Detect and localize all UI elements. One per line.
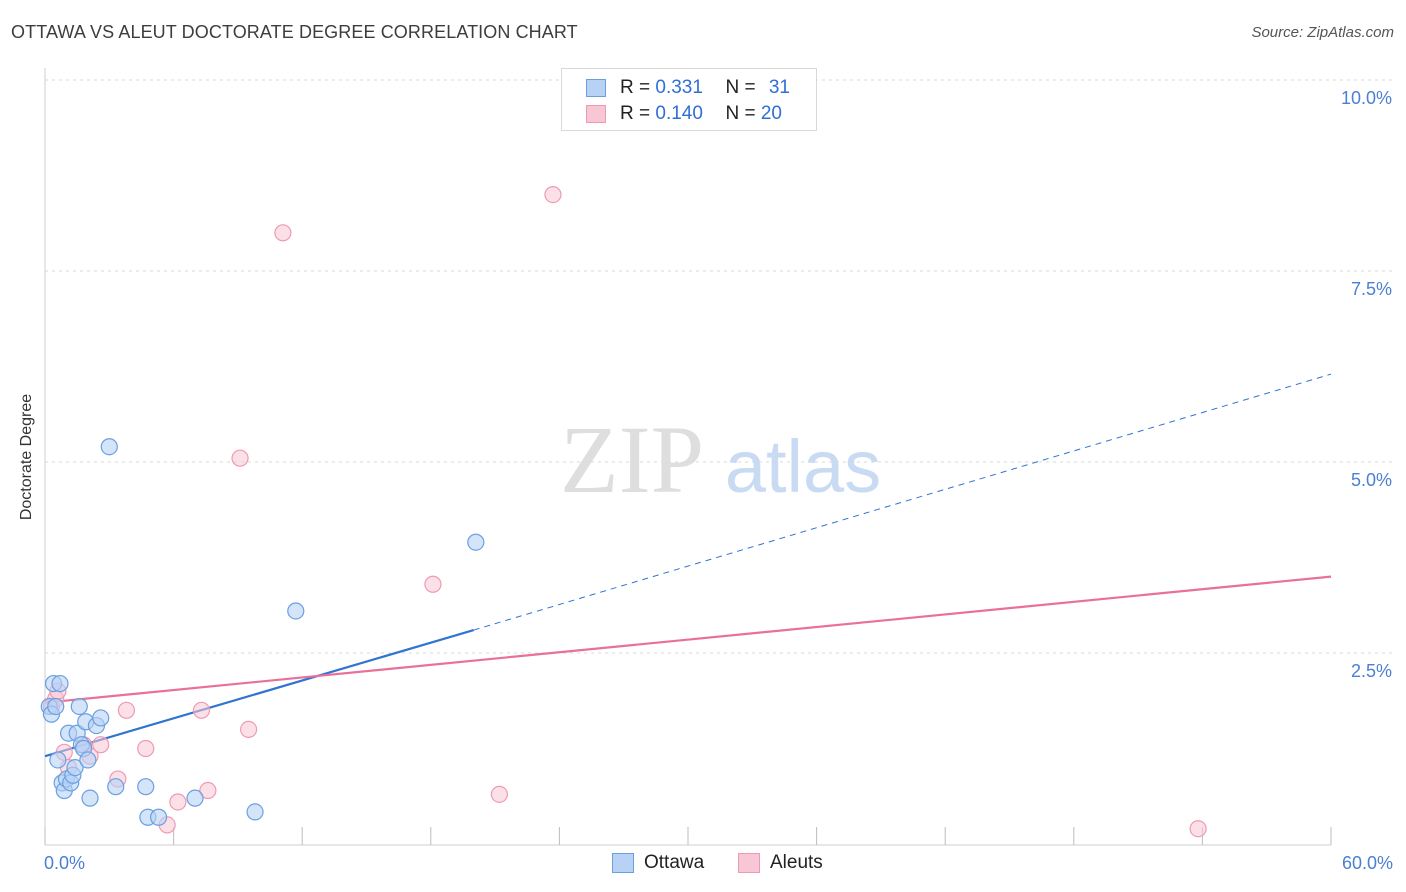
aleuts-point: [1189, 820, 1207, 838]
trend-lines: [44, 373, 1332, 758]
aleuts-n-label: N =: [725, 103, 761, 124]
ottawa-trend-line: [44, 629, 474, 758]
ottawa-point: [246, 803, 264, 821]
aleuts-point: [192, 701, 211, 719]
aleuts-n-value: 20: [760, 103, 782, 124]
aleuts-swatch: [586, 105, 606, 123]
source-label: Source: ZipAtlas.com: [1251, 24, 1394, 41]
aleuts-r-value: 0.140: [655, 103, 703, 124]
ottawa-point: [47, 697, 65, 716]
ottawa-point: [149, 808, 168, 826]
ottawa-r-value: 0.331: [655, 77, 703, 98]
aleuts-legend-swatch: [738, 853, 760, 873]
ottawa-point: [81, 789, 99, 807]
ottawa-point: [107, 778, 125, 796]
ottawa-point: [49, 751, 67, 769]
data-points: [40, 186, 1207, 838]
watermark-zip: ZIP: [560, 406, 704, 513]
watermark: ZIP atlas: [560, 406, 881, 513]
y-tick-label: 7.5%: [1351, 279, 1392, 299]
aleuts-point: [231, 449, 249, 467]
aleuts-point: [137, 739, 155, 758]
aleuts-point: [274, 224, 292, 242]
ottawa-point: [100, 438, 118, 456]
aleuts-legend-label: Aleuts: [770, 852, 823, 873]
stats-legend: R = 0.331 N = 31 R = 0.140 N = 20: [561, 68, 817, 131]
aleuts-point: [199, 781, 217, 800]
ottawa-swatch: [586, 79, 606, 97]
ottawa-point: [186, 789, 204, 807]
ottawa-r-label: R =: [620, 77, 656, 98]
ottawa-point: [66, 758, 84, 777]
aleuts-trend-line: [44, 575, 1332, 704]
ottawa-point: [79, 751, 97, 769]
grid-lines: [45, 79, 1394, 654]
ottawa-point: [51, 674, 69, 693]
ottawa-point: [137, 778, 155, 796]
ottawa-point: [92, 709, 110, 727]
watermark-atlas: atlas: [725, 425, 881, 508]
ottawa-legend-label: Ottawa: [644, 852, 705, 873]
aleuts-point: [240, 720, 258, 739]
ottawa-point: [467, 533, 485, 551]
tick-labels: 2.5% 5.0% 7.5% 10.0% 0.0% 60.0%: [44, 88, 1393, 873]
ottawa-point: [70, 697, 88, 716]
aleuts-point: [424, 575, 442, 593]
x-tick-label: 0.0%: [44, 853, 85, 873]
x-tick-label: 60.0%: [1342, 853, 1393, 873]
aleuts-point: [117, 701, 136, 719]
aleuts-point: [544, 186, 562, 204]
ottawa-point: [287, 602, 305, 620]
ottawa-n-value: 31: [768, 77, 790, 98]
aleuts-point: [490, 785, 508, 803]
ottawa-n-label: N =: [725, 77, 761, 98]
aleuts-r-label: R =: [620, 103, 656, 124]
y-tick-label: 2.5%: [1351, 661, 1392, 681]
chart-title: OTTAWA VS ALEUT DOCTORATE DEGREE CORRELA…: [11, 22, 578, 42]
y-tick-label: 10.0%: [1341, 88, 1392, 108]
aleuts-point: [92, 736, 110, 754]
y-tick-label: 5.0%: [1351, 470, 1392, 490]
aleuts-point: [169, 793, 187, 811]
ottawa-legend-swatch: [612, 853, 634, 873]
